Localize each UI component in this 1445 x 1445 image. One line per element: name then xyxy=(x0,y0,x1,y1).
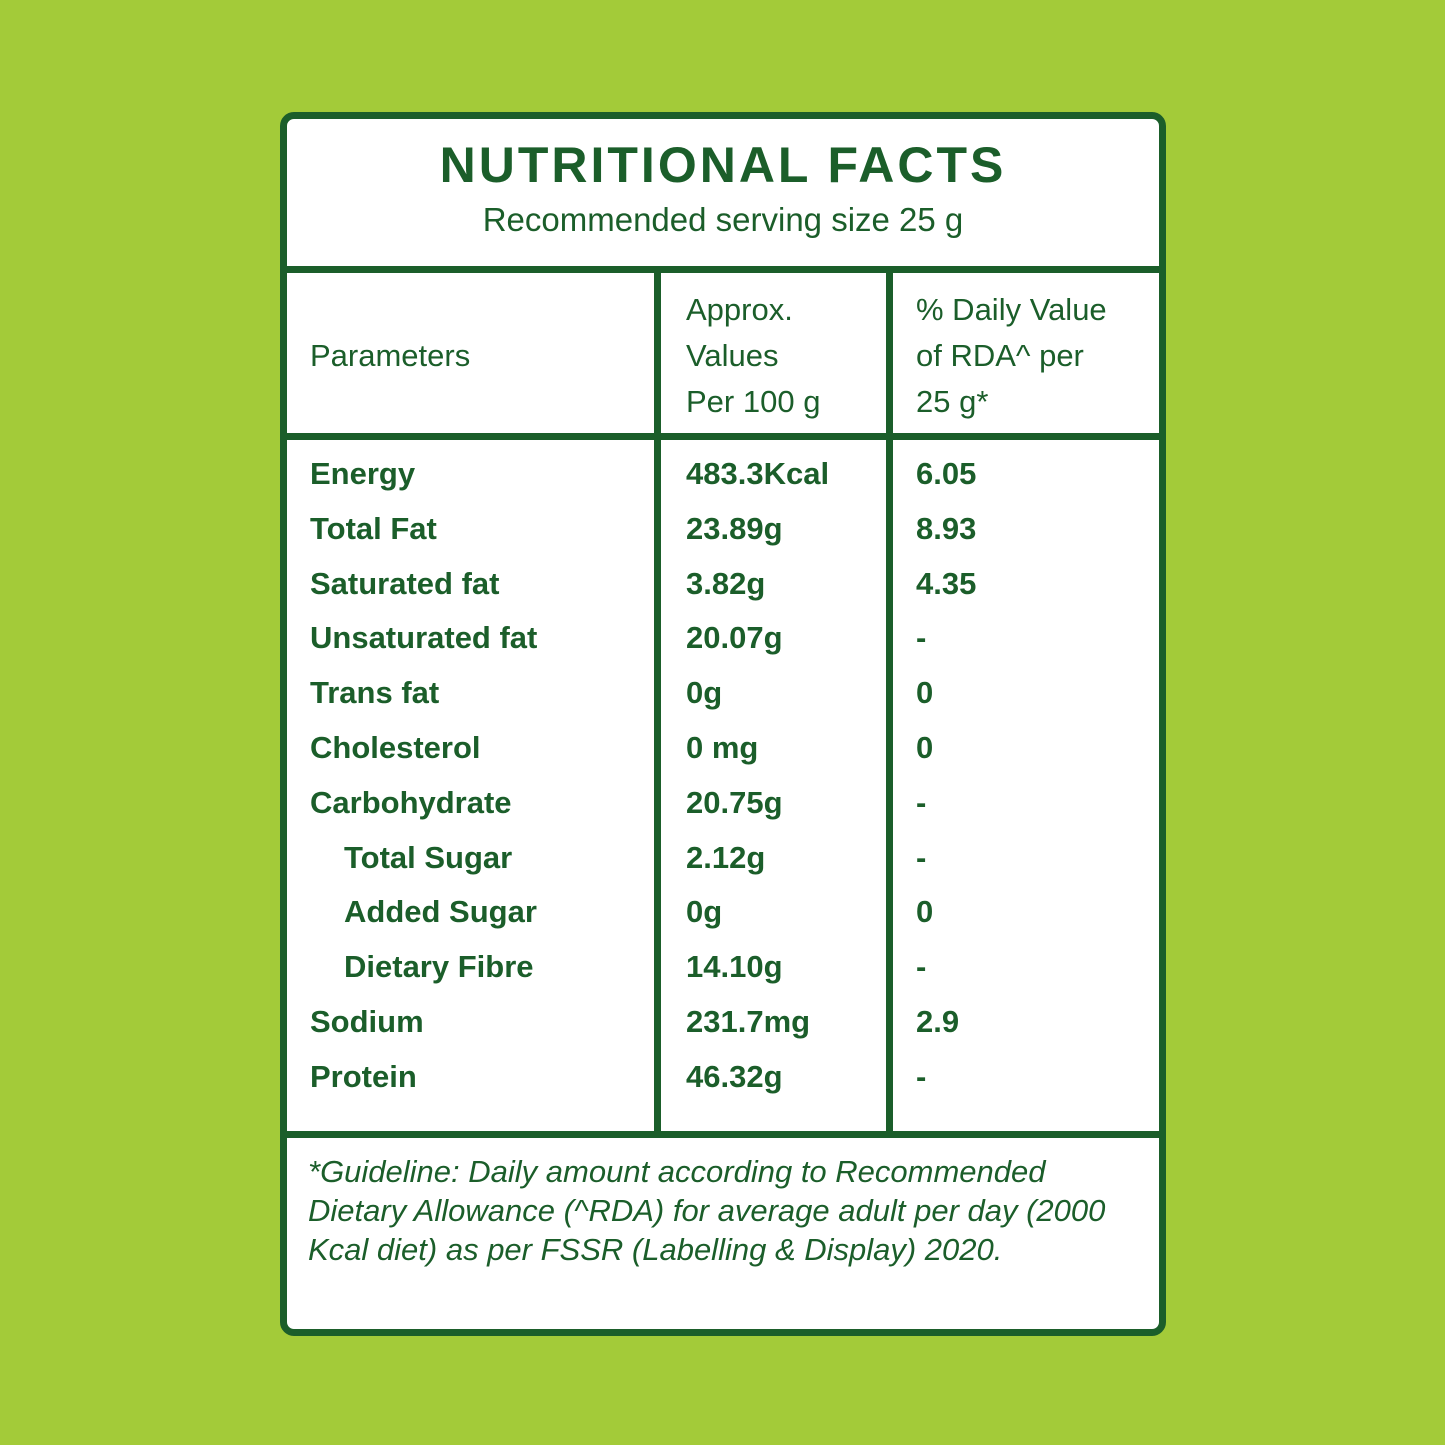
table-cell: Total Sugar xyxy=(344,839,513,875)
table-row: Total Fat 23.89g 8.93 xyxy=(0,503,1445,558)
table-cell: 8.93 xyxy=(916,510,977,546)
table-row: Added Sugar 0g 0 xyxy=(0,886,1445,941)
table-row: Carbohydrate 20.75g - xyxy=(0,777,1445,832)
table-cell: 0 xyxy=(916,894,934,930)
table-cell: 0 xyxy=(916,675,934,711)
table-cell: 20.75g xyxy=(686,784,783,820)
table-cell: 2.12g xyxy=(686,839,766,875)
table-cell: 46.32g xyxy=(686,1058,783,1094)
table-cell: Cholesterol xyxy=(310,729,481,765)
table-row: Trans fat 0g 0 xyxy=(0,667,1445,722)
table-row: Unsaturated fat 20.07g - xyxy=(0,612,1445,667)
table-cell: - xyxy=(916,839,927,875)
table-row: Total Sugar 2.12g - xyxy=(0,832,1445,887)
column-divider xyxy=(654,270,661,1136)
table-cell: - xyxy=(916,1058,927,1094)
table-cell: 6.05 xyxy=(916,456,977,491)
table-cell: Trans fat xyxy=(310,675,440,711)
table-cell: 14.10g xyxy=(686,949,783,985)
table-cell: 3.82g xyxy=(686,565,766,601)
divider xyxy=(284,266,1162,273)
table-cell: Protein xyxy=(310,1058,417,1094)
table-cell: 483.3Kcal xyxy=(686,456,830,491)
table-row: Saturated fat 3.82g 4.35 xyxy=(0,558,1445,613)
table-cell: 2.9 xyxy=(916,1003,960,1039)
column-header: Approx. Values Per 100 g xyxy=(686,292,821,419)
table-body: Energy 483.3Kcal 6.05 Total Fat 23.89g 8.93 Sa… xyxy=(0,448,1445,1106)
table-cell: 231.7mg xyxy=(686,1003,811,1039)
column-divider xyxy=(886,270,893,1136)
table-cell: - xyxy=(916,620,927,656)
table-cell: Carbohydrate xyxy=(310,784,512,820)
table-row: Dietary Fibre 14.10g - xyxy=(0,941,1445,996)
table-cell: Unsaturated fat xyxy=(310,620,538,656)
table-cell: Saturated fat xyxy=(310,565,500,601)
table-cell: 23.89g xyxy=(686,510,783,546)
table-row: Protein 46.32g - xyxy=(0,1051,1445,1106)
table-row: Energy 483.3Kcal 6.05 xyxy=(0,448,1445,503)
table-cell: Added Sugar xyxy=(344,894,537,930)
divider xyxy=(284,433,1162,440)
table-cell: Total Fat xyxy=(310,510,437,546)
table-cell: 0 xyxy=(916,729,934,765)
title: NUTRITIONAL FACTS xyxy=(439,137,1007,193)
table-cell: 0g xyxy=(686,675,723,711)
table-cell: 4.35 xyxy=(916,565,977,601)
divider xyxy=(284,1131,1162,1138)
table-cell: Sodium xyxy=(310,1003,424,1039)
table-cell: 0 mg xyxy=(686,729,759,765)
table-row: Cholesterol 0 mg 0 xyxy=(0,722,1445,777)
table-cell: 20.07g xyxy=(686,620,783,656)
table-cell: 0g xyxy=(686,894,723,930)
column-header: Parameters xyxy=(310,338,471,373)
table-row: Sodium 231.7mg 2.9 xyxy=(0,996,1445,1051)
subtitle: Recommended serving size 25 g xyxy=(482,201,964,238)
table-cell: Dietary Fibre xyxy=(344,949,534,985)
table-cell: - xyxy=(916,949,927,985)
column-header: % Daily Value of RDA^ per 25 g* xyxy=(916,292,1107,419)
table-cell: - xyxy=(916,784,927,820)
table-cell: Energy xyxy=(310,456,416,491)
footnote: *Guideline: Daily amount according to Re… xyxy=(308,1154,1106,1267)
